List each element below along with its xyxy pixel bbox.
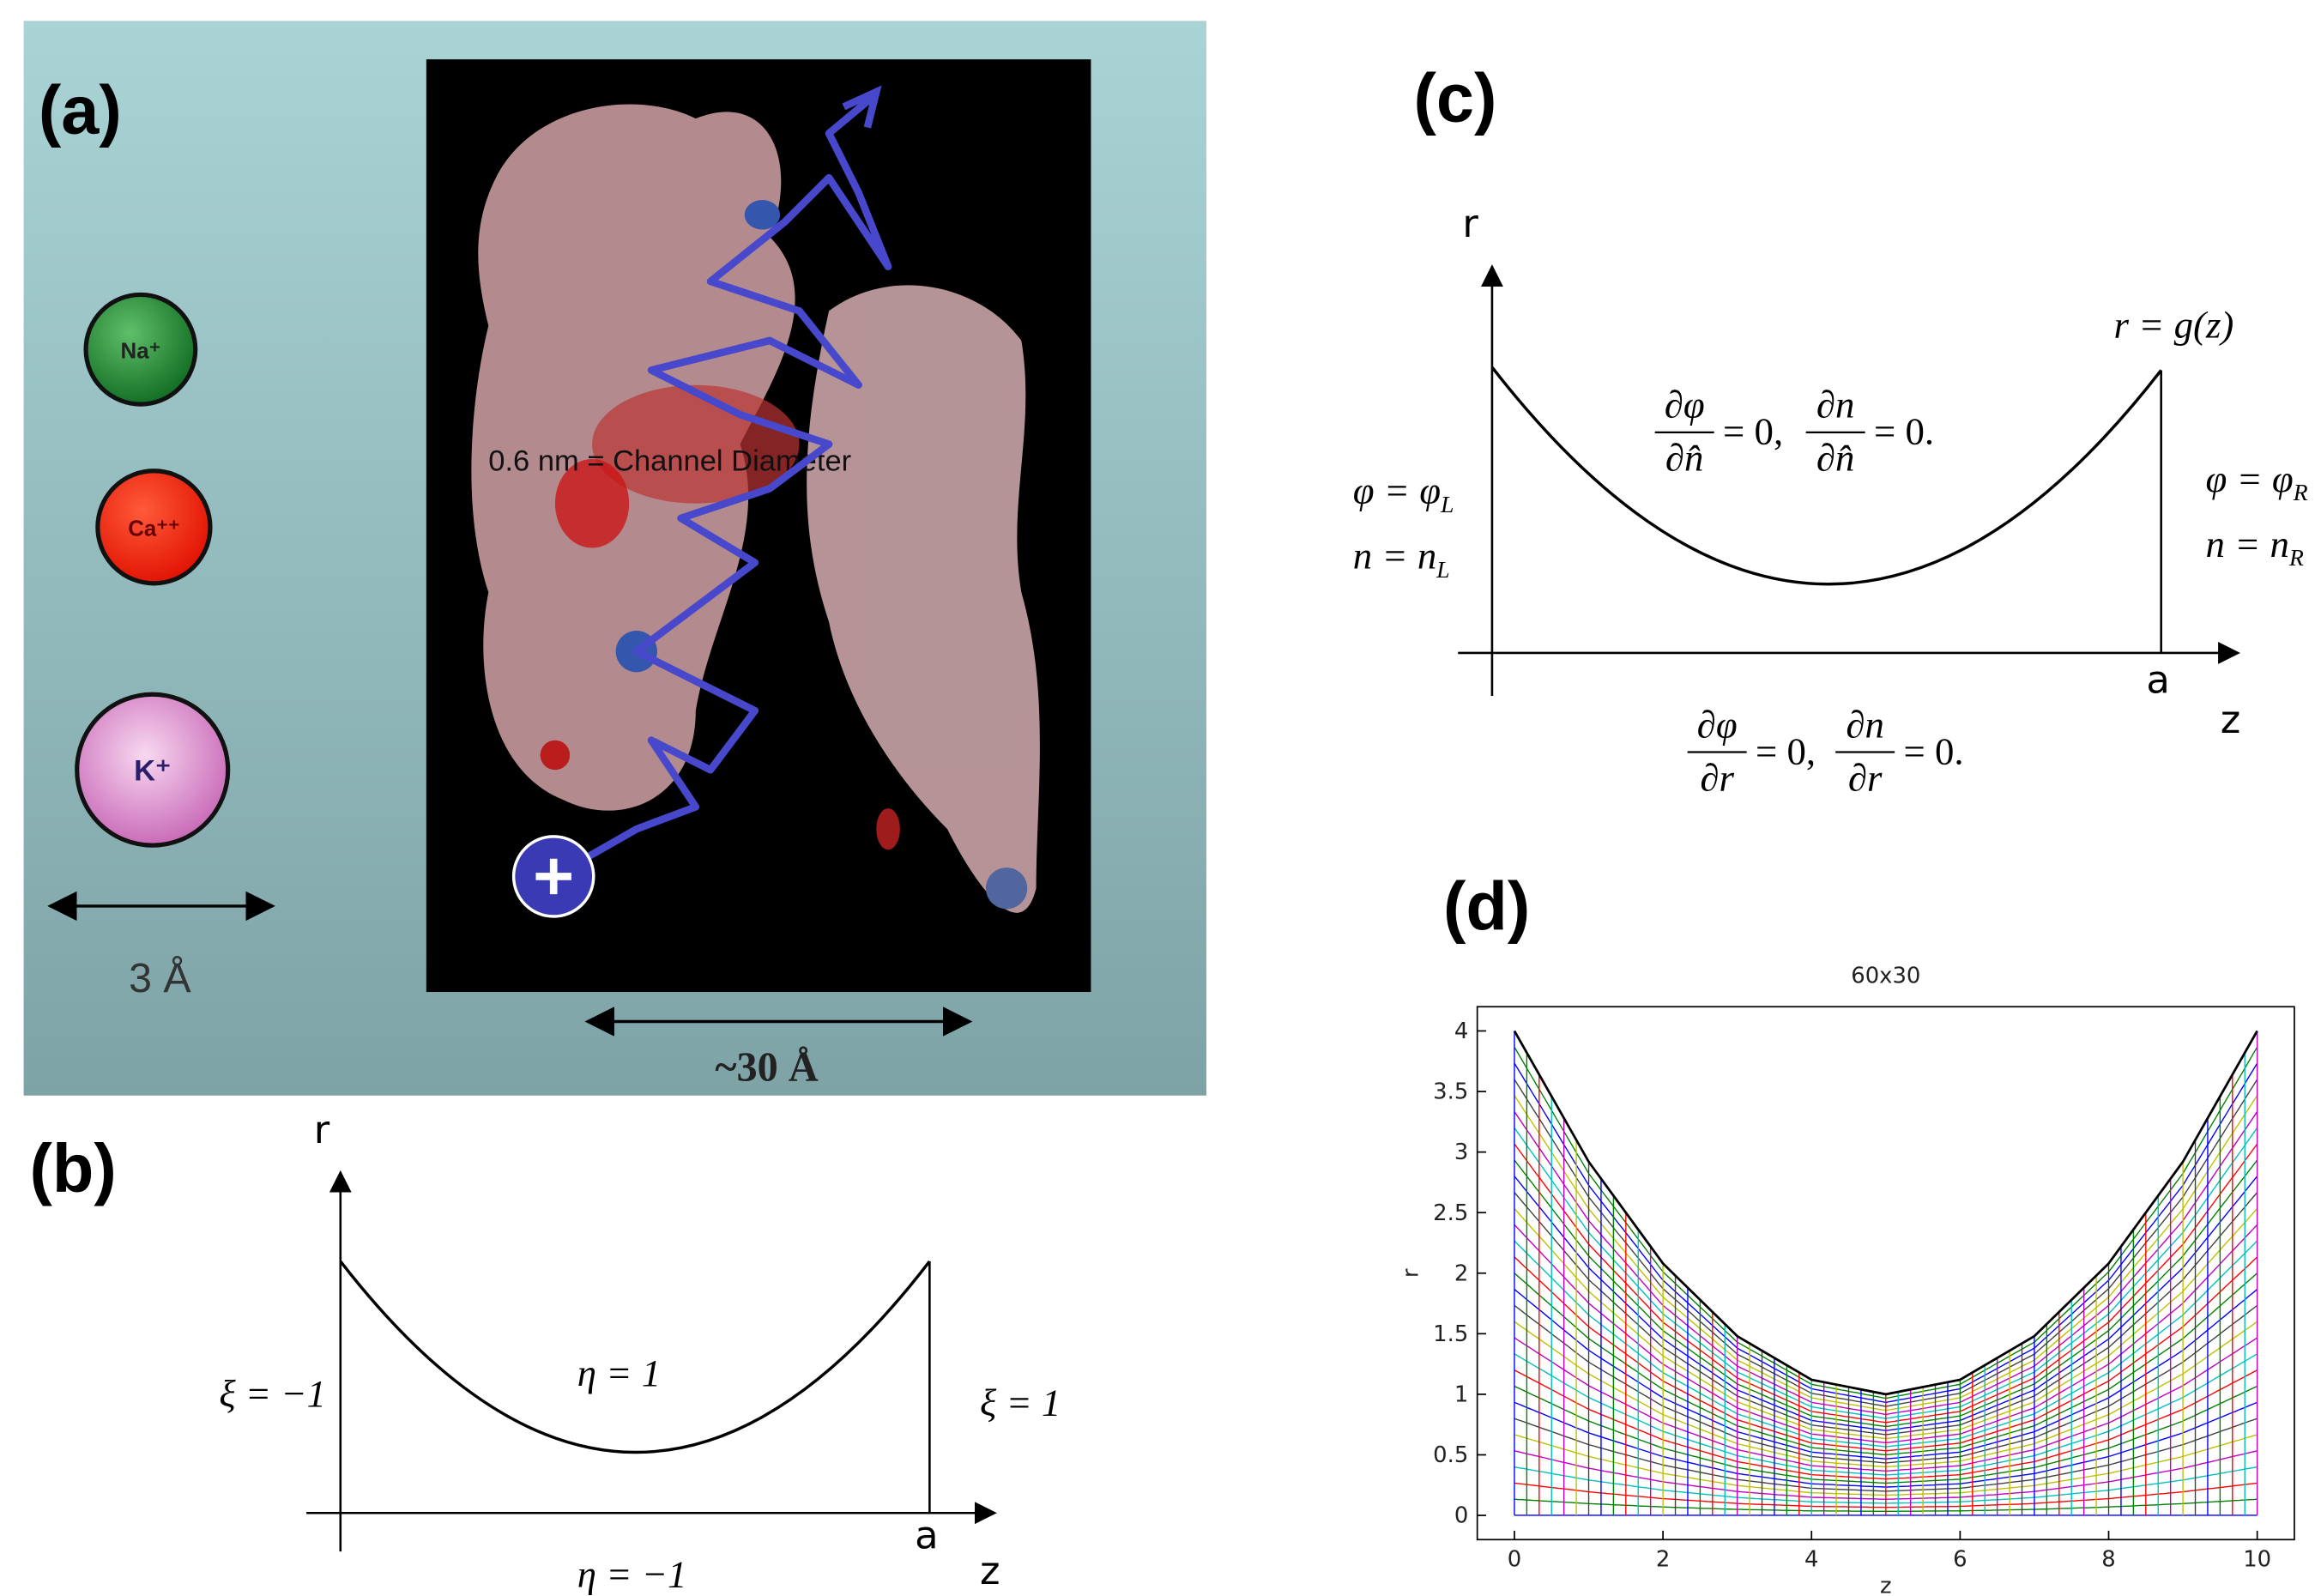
panel-label: (d): [1443, 868, 1530, 945]
y-tick-label: 3.5: [1433, 1079, 1468, 1105]
y-tick-label: 0.5: [1433, 1442, 1468, 1468]
boundary-label: ξ = 1: [980, 1381, 1061, 1424]
chart-title: 60x30: [1851, 964, 1920, 989]
bc-sub: L: [1436, 556, 1449, 583]
fraction-numerator: ∂φ: [1665, 384, 1705, 426]
ion-ca: [95, 469, 213, 586]
axis-label: r: [1462, 201, 1478, 246]
y-tick-label: 0: [1454, 1503, 1468, 1529]
axis-label: z: [980, 1548, 1000, 1593]
y-axis-label: r: [1399, 1268, 1424, 1278]
bc-right: n = nR: [2205, 523, 2304, 571]
axis-label: r: [314, 1107, 330, 1152]
panel-label: (b): [30, 1130, 117, 1206]
axis-label: a: [915, 1513, 938, 1558]
wall-curve: [339, 1260, 931, 1454]
bc-sub: R: [2293, 479, 2308, 505]
scale-label: 3 Å: [129, 955, 191, 1001]
fraction-numerator: ∂n: [1846, 703, 1884, 746]
bc-text: n = n: [1353, 535, 1437, 577]
boundary-label: ξ = −1: [219, 1372, 326, 1415]
wall-label: r = g(z): [2113, 303, 2233, 346]
x-tick-label: 8: [2101, 1546, 2115, 1572]
y-tick-label: 1: [1454, 1382, 1468, 1408]
bc-sub: L: [1440, 491, 1454, 517]
x-axis-label: z: [1880, 1573, 1892, 1596]
x-tick-label: 6: [1953, 1546, 1967, 1572]
bc-text: φ = φ: [2205, 457, 2293, 500]
wall-curve: [1490, 366, 2163, 586]
x-tick-label: 10: [2243, 1546, 2271, 1572]
x-tick-label: 4: [1804, 1546, 1818, 1572]
fraction-rest: = 0.: [1904, 729, 1964, 772]
fraction-rest: = 0,: [1756, 729, 1816, 772]
fraction-numerator: ∂n: [1816, 384, 1855, 426]
axis-label: a: [2146, 657, 2169, 703]
fraction-denominator: ∂n̂: [1816, 437, 1855, 480]
ion-label: Ca⁺⁺: [128, 517, 179, 541]
bc-text: n = n: [2205, 523, 2289, 565]
ion-path: [552, 93, 892, 880]
bc-left: n = nL: [1353, 535, 1450, 583]
fraction-rest: = 0,: [1723, 410, 1783, 453]
ion-path-arrow: [842, 85, 882, 129]
axis-label: z: [2221, 697, 2241, 742]
panel-label: (c): [1413, 60, 1496, 136]
bc-sub: R: [2288, 544, 2304, 571]
fraction-denominator: ∂r: [1700, 756, 1734, 799]
chart: 60x30 z r 0 2 4 6 8 10 0 0.5 1 1.5 2 2.5 3 3.5 4: [1399, 964, 2295, 1596]
series-line: [1513, 1030, 2258, 1396]
x-tick-label: 2: [1656, 1546, 1670, 1572]
bc-left: φ = φL: [1353, 469, 1454, 517]
y-tick-label: 3: [1454, 1140, 1468, 1165]
x-tick-label: 0: [1508, 1546, 1521, 1572]
ion-k: [75, 692, 231, 848]
equations: ∂φ ∂n̂ = 0, ∂n ∂n̂ = 0. ∂φ ∂r = 0, ∂n ∂r = 0.: [1654, 384, 1964, 799]
y-tick-label: 1.5: [1433, 1321, 1468, 1347]
fraction-rest: = 0.: [1874, 410, 1934, 453]
bc-right: φ = φR: [2205, 457, 2307, 505]
boundary-label: η = −1: [577, 1552, 687, 1595]
boundary-label: η = 1: [577, 1351, 661, 1394]
scale-label: ~30 Å: [715, 1044, 818, 1090]
y-tick-label: 2.5: [1433, 1200, 1468, 1226]
fraction-numerator: ∂φ: [1697, 703, 1738, 746]
ion-na: [83, 292, 198, 407]
ion-label: K⁺: [134, 754, 171, 787]
y-tick-label: 2: [1454, 1260, 1468, 1286]
panel-label: (a): [39, 71, 122, 148]
y-tick-label: 4: [1454, 1019, 1468, 1044]
fraction-denominator: ∂n̂: [1665, 437, 1704, 480]
fraction-denominator: ∂r: [1848, 756, 1883, 799]
bc-text: φ = φ: [1353, 469, 1441, 512]
ion-plus: [535, 858, 571, 895]
ion-label: Na⁺: [121, 340, 161, 364]
